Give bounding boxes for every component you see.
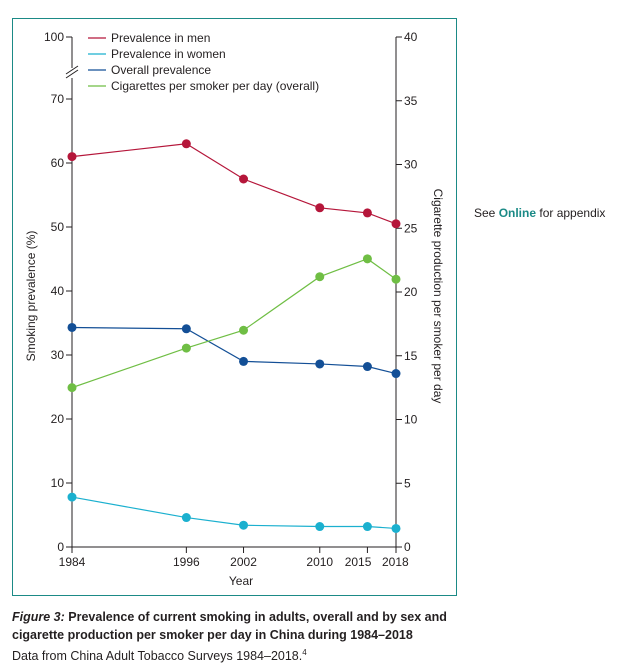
legend-label: Overall prevalence: [111, 63, 211, 77]
caption-source-text: Data from China Adult Tobacco Surveys 19…: [12, 649, 303, 664]
legend-label: Cigarettes per smoker per day (overall): [111, 79, 319, 93]
left-tick-label: 0: [57, 540, 64, 554]
caption-title-text: Prevalence of current smoking in adults,…: [12, 610, 447, 642]
appendix-note: See Online for appendix: [474, 206, 605, 220]
series-line: [71, 326, 397, 375]
x-axis-title: Year: [229, 574, 253, 588]
data-point: [362, 254, 372, 264]
data-point: [181, 324, 191, 334]
x-tick-label: 2010: [306, 555, 333, 569]
legend-label: Prevalence in women: [111, 47, 226, 61]
data-point: [67, 383, 77, 393]
data-point: [315, 359, 325, 369]
axes: 0 10 20 30 40 50 60 70 100 0 5 10 15 20 25 30 35 40 1984 19…: [44, 30, 418, 569]
data-point: [362, 208, 372, 218]
caption-ref: 4: [302, 648, 307, 657]
right-tick-label: 15: [404, 349, 418, 363]
series-layer: [67, 139, 401, 533]
right-tick-label: 5: [404, 476, 411, 490]
left-tick-label: 50: [51, 220, 65, 234]
left-tick-label: 100: [44, 30, 64, 44]
data-point: [315, 203, 325, 213]
left-axis-title: Smoking prevalence (%): [24, 231, 38, 362]
data-point: [239, 356, 249, 366]
figure-caption: Figure 3: Prevalence of current smoking …: [12, 608, 462, 665]
appendix-note-prefix: See: [474, 206, 499, 220]
series-line: [71, 258, 397, 389]
axis-break-mark: [65, 65, 79, 75]
data-point: [391, 523, 401, 533]
data-point: [315, 522, 325, 532]
x-tick-label: 1984: [59, 555, 86, 569]
left-tick-label: 70: [51, 92, 65, 106]
left-tick-label: 20: [51, 412, 65, 426]
right-axis-title: Cigarette production per smoker per day: [431, 189, 445, 404]
data-point: [181, 139, 191, 149]
series-line: [71, 496, 397, 530]
right-tick-label: 35: [404, 94, 418, 108]
data-point: [362, 362, 372, 372]
right-tick-label: 30: [404, 158, 418, 172]
right-tick-label: 25: [404, 221, 418, 235]
data-point: [67, 322, 77, 332]
data-point: [67, 492, 77, 502]
data-point: [391, 369, 401, 379]
data-point: [239, 520, 249, 530]
series-line: [71, 143, 397, 225]
axis-break-mark: [65, 69, 79, 79]
figure-frame: [12, 18, 457, 596]
data-point: [181, 343, 191, 353]
x-tick-label: 2002: [230, 555, 257, 569]
appendix-note-suffix: for appendix: [536, 206, 606, 220]
caption-source: Data from China Adult Tobacco Surveys 19…: [12, 644, 462, 665]
data-point: [391, 219, 401, 229]
x-tick-label: 2018: [382, 555, 409, 569]
right-tick-label: 0: [404, 540, 411, 554]
x-tick-label: 1996: [173, 555, 200, 569]
right-tick-label: 20: [404, 285, 418, 299]
data-point: [315, 272, 325, 282]
online-link[interactable]: Online: [498, 206, 537, 220]
left-tick-label: 40: [51, 284, 65, 298]
data-point: [67, 152, 77, 162]
x-tick-label: 2015: [345, 555, 372, 569]
data-point: [391, 274, 401, 284]
figure-label: Figure 3:: [12, 610, 65, 624]
data-point: [239, 325, 249, 335]
legend-label: Prevalence in men: [111, 31, 210, 45]
left-tick-label: 60: [51, 156, 65, 170]
left-tick-label: 10: [51, 476, 65, 490]
data-point: [181, 513, 191, 523]
right-tick-label: 40: [404, 30, 418, 44]
right-tick-label: 10: [404, 413, 418, 427]
caption-title: Figure 3: Prevalence of current smoking …: [12, 608, 462, 644]
data-point: [239, 174, 249, 184]
legend: Prevalence in men Prevalence in women Over…: [88, 31, 319, 93]
data-point: [362, 522, 372, 532]
left-tick-label: 30: [51, 348, 65, 362]
